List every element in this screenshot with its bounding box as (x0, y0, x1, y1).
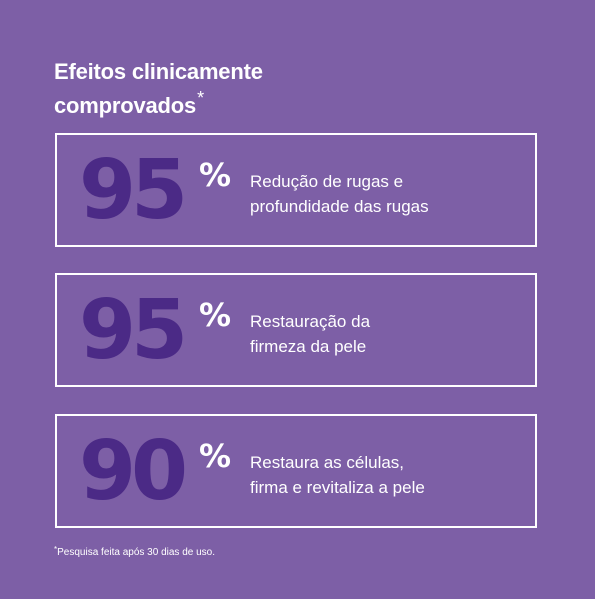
stat-card-cell-restoration: 90 % Restaura as células, firma e revita… (55, 414, 537, 528)
percent-sign: % (199, 296, 232, 334)
stat-description: Restauração da firmeza da pele (250, 309, 530, 359)
headline-line-2: comprovados* (54, 85, 374, 119)
percent-sign: % (199, 156, 232, 194)
stat-description-line-2: firma e revitaliza a pele (250, 478, 425, 497)
stat-description: Redução de rugas e profundidade das ruga… (250, 169, 530, 219)
stat-description-line-1: Redução de rugas e (250, 172, 404, 191)
stat-value: 90 (79, 424, 188, 519)
headline-line-1: Efeitos clinicamente (54, 59, 263, 84)
stat-value: 95 (79, 283, 188, 378)
stat-description-line-2: firmeza da pele (250, 337, 367, 356)
footnote-asterisk: * (54, 545, 58, 554)
footnote-text: Pesquisa feita após 30 dias de uso. (57, 547, 216, 558)
stat-card-firmness-restoration: 95 % Restauração da firmeza da pele (55, 273, 537, 387)
stat-description-line-1: Restauração da (250, 312, 371, 331)
stat-description-line-1: Restaura as células, (250, 453, 405, 472)
percent-sign: % (199, 437, 232, 475)
headline-line-2-text: comprovados (54, 93, 197, 118)
stat-value: 95 (79, 143, 188, 238)
stat-description: Restaura as células, firma e revitaliza … (250, 450, 530, 500)
headline-asterisk: * (197, 88, 204, 108)
stat-card-wrinkle-reduction: 95 % Redução de rugas e profundidade das… (55, 133, 537, 247)
headline: Efeitos clinicamente comprovados* (54, 58, 374, 119)
stat-description-line-2: profundidade das rugas (250, 197, 429, 216)
footnote: *Pesquisa feita após 30 dias de uso. (54, 543, 215, 560)
